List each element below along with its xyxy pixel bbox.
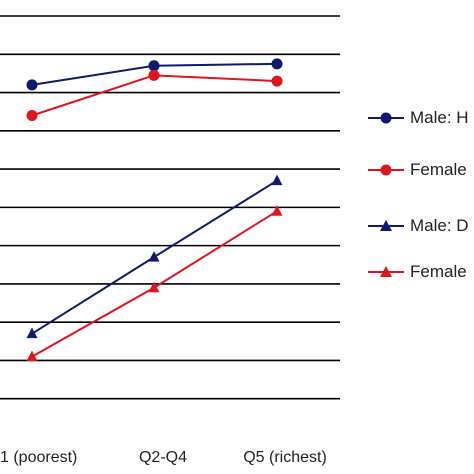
- data-point-circle: [26, 79, 38, 91]
- legend-marker-circle-icon: [368, 164, 404, 176]
- data-point-circle: [148, 69, 160, 81]
- data-point-circle: [271, 75, 283, 87]
- data-point-triangle: [26, 350, 38, 362]
- legend-label: Male: H: [410, 108, 469, 127]
- legend-label: Female: [410, 262, 467, 281]
- legend-item: Female: [368, 158, 474, 182]
- data-point-triangle: [271, 205, 283, 216]
- data-point-triangle: [271, 174, 283, 186]
- x-tick-label: 1 (poorest): [0, 449, 77, 466]
- legend-label: Female: [410, 160, 467, 179]
- series-line: [31, 74, 278, 117]
- data-point-circle: [26, 110, 38, 122]
- legend-marker-triangle-icon: [368, 220, 404, 231]
- data-point-circle: [148, 60, 160, 72]
- data-point-triangle: [148, 281, 160, 293]
- legend-label: Male: D: [410, 216, 469, 235]
- legend-item: Male: H: [368, 106, 474, 130]
- x-tick-label: Q2-Q4: [139, 449, 187, 466]
- legend-item: Male: D: [368, 214, 474, 238]
- gridlines: [0, 15, 340, 400]
- data-point-triangle: [26, 327, 38, 339]
- x-tick-label: Q5 (richest): [243, 449, 327, 466]
- series-lines: [31, 62, 278, 358]
- legend: Male: H Female Male: D Female: [368, 100, 474, 300]
- legend-marker-triangle-icon: [368, 266, 404, 277]
- data-point-triangle: [148, 251, 160, 262]
- data-point-circle: [271, 58, 283, 70]
- legend-marker-circle-icon: [368, 112, 404, 124]
- series-markers: [26, 58, 283, 362]
- legend-item: Female: [368, 260, 474, 284]
